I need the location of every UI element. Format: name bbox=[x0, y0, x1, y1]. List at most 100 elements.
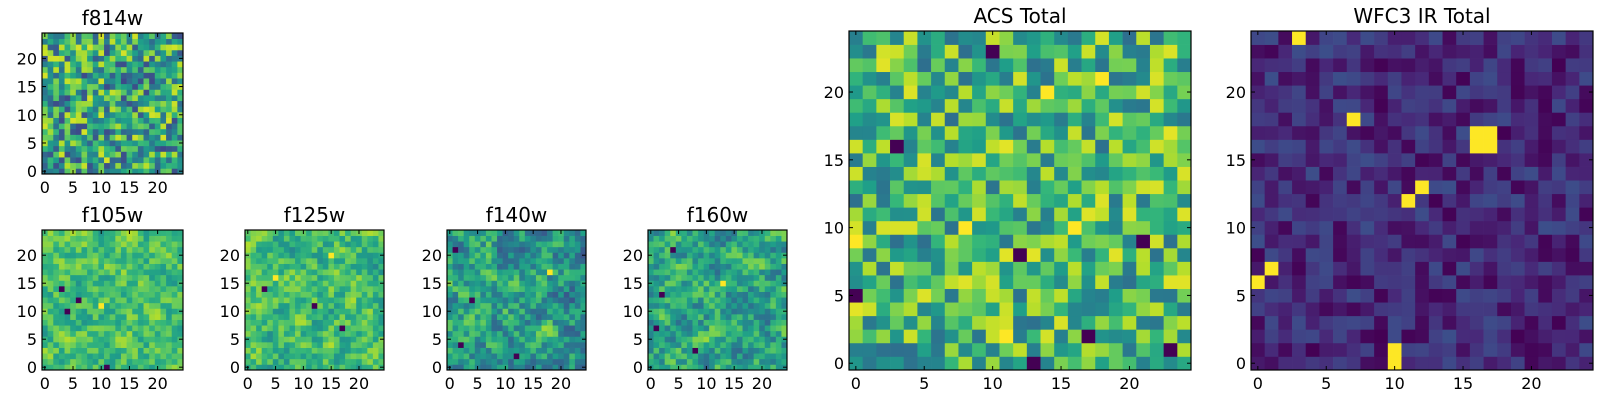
heatmap-cell bbox=[143, 269, 150, 276]
heatmap-cell bbox=[664, 230, 671, 236]
heatmap-cell bbox=[289, 353, 296, 360]
heatmap-cell bbox=[1497, 275, 1512, 289]
heatmap-cell bbox=[535, 358, 542, 365]
heatmap-cell bbox=[502, 241, 509, 248]
heatmap-cell bbox=[120, 134, 127, 141]
heatmap-cell bbox=[160, 364, 167, 371]
heatmap-cell bbox=[109, 168, 116, 175]
heatmap-cell bbox=[686, 274, 693, 281]
y-tick-label: 15 bbox=[1226, 151, 1246, 170]
heatmap-cell bbox=[272, 353, 279, 360]
heatmap-cell bbox=[109, 123, 116, 130]
heatmap-cell bbox=[75, 297, 82, 304]
heatmap-cell bbox=[104, 95, 111, 102]
heatmap-cell bbox=[361, 330, 368, 337]
heatmap-cell bbox=[698, 269, 704, 276]
heatmap-cell bbox=[463, 263, 470, 270]
heatmap-cell bbox=[58, 162, 65, 169]
heatmap-cell bbox=[1469, 234, 1484, 249]
heatmap-cell bbox=[1081, 342, 1096, 357]
heatmap-cell bbox=[53, 123, 60, 130]
heatmap-cell bbox=[98, 325, 105, 332]
heatmap-cell bbox=[714, 280, 721, 287]
heatmap-cell bbox=[1264, 180, 1279, 195]
heatmap-cell bbox=[81, 33, 88, 39]
heatmap-cell bbox=[1319, 207, 1334, 222]
heatmap-cell bbox=[1538, 247, 1553, 262]
y-tick-label: 0 bbox=[27, 358, 37, 377]
heatmap-cell bbox=[1108, 288, 1123, 303]
heatmap-cell bbox=[463, 342, 470, 348]
heatmap-cell bbox=[58, 274, 65, 281]
heatmap-cell bbox=[876, 193, 891, 208]
heatmap-cell bbox=[328, 286, 335, 292]
heatmap-cell bbox=[250, 291, 257, 298]
heatmap-cell bbox=[104, 330, 111, 337]
heatmap-cell bbox=[333, 336, 340, 343]
heatmap-cell bbox=[1149, 31, 1164, 45]
heatmap-cell bbox=[137, 258, 144, 264]
heatmap-cell bbox=[92, 117, 99, 124]
heatmap-cell bbox=[1013, 125, 1028, 140]
heatmap-cell bbox=[1510, 193, 1525, 208]
heatmap-cell bbox=[753, 336, 760, 343]
heatmap-cell bbox=[1305, 44, 1320, 59]
heatmap-cell bbox=[1013, 356, 1028, 371]
heatmap-cell bbox=[1565, 329, 1580, 344]
heatmap-cell bbox=[447, 330, 453, 337]
heatmap-cell bbox=[132, 44, 139, 51]
heatmap-cell bbox=[378, 302, 385, 309]
heatmap-cell bbox=[132, 111, 139, 118]
heatmap-cell bbox=[98, 83, 105, 90]
heatmap-cell bbox=[703, 280, 710, 287]
heatmap-cell bbox=[736, 330, 743, 337]
heatmap-cell bbox=[931, 329, 946, 344]
heatmap-cell bbox=[166, 308, 173, 315]
heatmap-cell bbox=[261, 286, 268, 292]
heatmap-cell bbox=[709, 314, 716, 320]
heatmap-cell bbox=[350, 302, 357, 309]
heatmap-cell bbox=[109, 61, 116, 68]
heatmap-cell bbox=[1149, 315, 1164, 330]
heatmap-cell bbox=[1333, 315, 1348, 330]
heatmap-cell bbox=[569, 302, 576, 309]
heatmap-cell bbox=[958, 302, 973, 317]
heatmap-cell bbox=[137, 269, 144, 276]
heatmap-cell bbox=[47, 117, 54, 124]
heatmap-cell bbox=[98, 111, 105, 118]
heatmap-cell bbox=[345, 297, 351, 304]
heatmap-cell bbox=[698, 325, 704, 332]
heatmap-cell bbox=[372, 364, 379, 371]
heatmap-cell bbox=[458, 336, 465, 343]
heatmap-cell bbox=[126, 157, 133, 164]
y-tick-label: 5 bbox=[633, 330, 643, 349]
heatmap-cell bbox=[283, 291, 290, 298]
heatmap-cell bbox=[1292, 112, 1307, 127]
heatmap-cell bbox=[378, 358, 385, 365]
heatmap-cell bbox=[474, 258, 481, 264]
heatmap-cell bbox=[698, 314, 704, 320]
heatmap-cell bbox=[58, 61, 65, 68]
heatmap-cell bbox=[474, 347, 481, 354]
heatmap-cell bbox=[552, 274, 559, 281]
heatmap-cell bbox=[345, 364, 351, 371]
heatmap-cell bbox=[558, 358, 565, 365]
heatmap-cell bbox=[1122, 193, 1137, 208]
heatmap-cell bbox=[770, 330, 777, 337]
heatmap-cell bbox=[753, 297, 760, 304]
heatmap-cell bbox=[132, 241, 139, 248]
heatmap-cell bbox=[653, 347, 660, 354]
heatmap-cell bbox=[42, 258, 48, 264]
heatmap-cell bbox=[1054, 342, 1069, 357]
heatmap-cell bbox=[166, 353, 173, 360]
heatmap-cell bbox=[972, 125, 987, 140]
heatmap-cell bbox=[524, 241, 531, 248]
heatmap-cell bbox=[491, 364, 498, 371]
heatmap-cell bbox=[87, 353, 94, 360]
heatmap-cell bbox=[126, 140, 133, 147]
heatmap-cell bbox=[109, 308, 116, 315]
heatmap-cell bbox=[1346, 220, 1361, 235]
heatmap-cell bbox=[463, 319, 470, 326]
heatmap-cell bbox=[653, 269, 660, 276]
heatmap-cell bbox=[350, 330, 357, 337]
